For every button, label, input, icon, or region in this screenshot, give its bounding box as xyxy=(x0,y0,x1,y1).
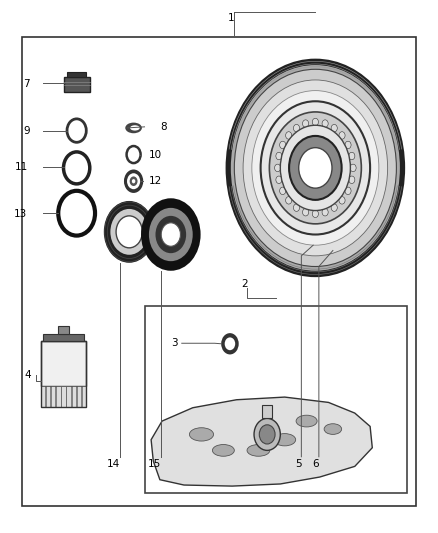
Circle shape xyxy=(141,198,201,271)
Circle shape xyxy=(293,204,300,212)
Circle shape xyxy=(155,216,186,253)
Polygon shape xyxy=(151,397,372,486)
Bar xyxy=(71,386,76,407)
Text: 8: 8 xyxy=(161,122,167,132)
Circle shape xyxy=(110,209,148,255)
Circle shape xyxy=(280,125,350,211)
Text: 6: 6 xyxy=(312,459,319,469)
Bar xyxy=(262,405,272,418)
Bar xyxy=(81,386,86,407)
Text: 5: 5 xyxy=(295,459,301,469)
Bar xyxy=(43,334,84,341)
Circle shape xyxy=(331,124,337,132)
Circle shape xyxy=(252,91,379,245)
Bar xyxy=(77,386,81,407)
Circle shape xyxy=(64,152,90,184)
Circle shape xyxy=(349,176,355,183)
Bar xyxy=(46,386,50,407)
Text: 7: 7 xyxy=(23,79,30,88)
Circle shape xyxy=(127,146,141,163)
Text: 10: 10 xyxy=(149,150,162,159)
Bar xyxy=(145,306,407,493)
Circle shape xyxy=(286,197,292,204)
Text: 11: 11 xyxy=(15,163,28,172)
Ellipse shape xyxy=(130,125,140,131)
Circle shape xyxy=(161,223,180,246)
Text: 13: 13 xyxy=(14,209,27,219)
Bar xyxy=(57,386,60,407)
Circle shape xyxy=(286,132,292,139)
Circle shape xyxy=(259,425,275,444)
Circle shape xyxy=(279,187,286,195)
Circle shape xyxy=(116,216,142,248)
Circle shape xyxy=(130,176,138,186)
Circle shape xyxy=(293,124,300,132)
Circle shape xyxy=(276,152,282,160)
Circle shape xyxy=(331,204,337,212)
Circle shape xyxy=(345,141,351,149)
Circle shape xyxy=(349,152,355,160)
Circle shape xyxy=(58,191,95,236)
Ellipse shape xyxy=(190,427,214,441)
Circle shape xyxy=(226,59,405,277)
Text: 12: 12 xyxy=(149,176,162,186)
Circle shape xyxy=(276,176,282,183)
Text: 2: 2 xyxy=(241,279,247,288)
Ellipse shape xyxy=(274,434,296,446)
Circle shape xyxy=(243,80,388,256)
Circle shape xyxy=(234,69,396,266)
Text: 15: 15 xyxy=(148,459,161,469)
Circle shape xyxy=(279,141,286,149)
Circle shape xyxy=(312,118,318,126)
FancyBboxPatch shape xyxy=(64,77,90,92)
Circle shape xyxy=(261,101,370,235)
Ellipse shape xyxy=(212,445,234,456)
Circle shape xyxy=(312,210,318,217)
Circle shape xyxy=(104,201,155,263)
Bar xyxy=(41,341,86,407)
Circle shape xyxy=(254,418,280,450)
Bar xyxy=(61,386,66,407)
Circle shape xyxy=(225,337,235,350)
Circle shape xyxy=(345,187,351,195)
Bar xyxy=(58,326,69,334)
Circle shape xyxy=(149,208,193,261)
Circle shape xyxy=(269,112,361,224)
Circle shape xyxy=(289,136,342,200)
Circle shape xyxy=(221,333,239,354)
Text: 14: 14 xyxy=(106,459,120,469)
Ellipse shape xyxy=(125,123,142,133)
Text: 1: 1 xyxy=(228,13,234,23)
Text: 9: 9 xyxy=(23,126,30,135)
Ellipse shape xyxy=(324,424,342,434)
Circle shape xyxy=(67,119,86,142)
Circle shape xyxy=(124,169,143,193)
Circle shape xyxy=(127,173,140,189)
Circle shape xyxy=(132,179,135,183)
Circle shape xyxy=(339,132,345,139)
Circle shape xyxy=(231,65,400,271)
Circle shape xyxy=(322,120,328,127)
Bar xyxy=(67,386,71,407)
Bar xyxy=(67,72,86,77)
Text: 4: 4 xyxy=(25,370,32,380)
Text: 3: 3 xyxy=(171,338,177,348)
Circle shape xyxy=(275,164,281,172)
Circle shape xyxy=(322,208,328,216)
Bar xyxy=(22,37,416,506)
Circle shape xyxy=(339,197,345,204)
Bar xyxy=(51,386,56,407)
Bar xyxy=(41,341,86,386)
Ellipse shape xyxy=(296,415,317,427)
Circle shape xyxy=(299,148,332,188)
Circle shape xyxy=(350,164,356,172)
Circle shape xyxy=(303,120,309,127)
Circle shape xyxy=(303,208,309,216)
Ellipse shape xyxy=(247,445,270,456)
Bar xyxy=(41,386,46,407)
